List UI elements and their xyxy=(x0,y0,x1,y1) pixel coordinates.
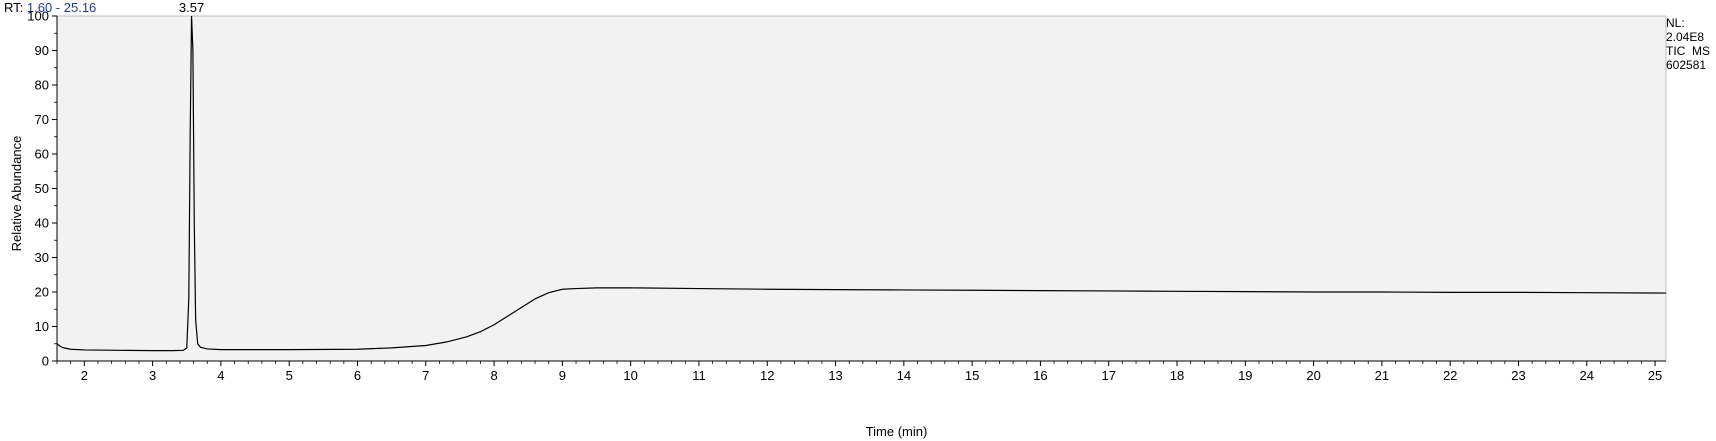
x-tick-label: 7 xyxy=(422,368,429,383)
x-tick-label: 16 xyxy=(1033,368,1047,383)
x-tick-label: 2 xyxy=(81,368,88,383)
x-axis-ticks: 2 3 4 5 6 7 8 9 10 11 12 13 14 15 16 17 18 19 20 21 22 23 24 25 xyxy=(56,361,1662,383)
y-tick-label: 90 xyxy=(35,43,49,58)
peak-annotations: 3.57 xyxy=(179,0,204,15)
x-tick-label: 18 xyxy=(1170,368,1184,383)
x-tick-label: 23 xyxy=(1511,368,1525,383)
trace-type: TIC MS xyxy=(1666,44,1710,58)
x-tick-label: 10 xyxy=(623,368,637,383)
nl-value: 2.04E8 xyxy=(1666,30,1705,44)
x-tick-label: 15 xyxy=(965,368,979,383)
x-tick-label: 19 xyxy=(1238,368,1252,383)
y-tick-label: 80 xyxy=(35,78,49,93)
x-tick-label: 20 xyxy=(1306,368,1320,383)
y-tick-label: 40 xyxy=(35,216,49,231)
y-tick-label: 20 xyxy=(35,285,49,300)
tic-trace-line xyxy=(56,15,1667,352)
x-tick-label: 3 xyxy=(149,368,156,383)
y-tick-label: 70 xyxy=(35,112,49,127)
x-tick-label: 9 xyxy=(559,368,566,383)
rt-key: RT: xyxy=(4,0,24,15)
rt-range-label: RT: 1.60 - 25.16 xyxy=(4,0,96,15)
y-tick-label: 10 xyxy=(35,319,49,334)
y-tick-label: 30 xyxy=(35,250,49,265)
peak-label: 3.57 xyxy=(179,0,204,15)
rt-range-value: 1.60 - 25.16 xyxy=(26,0,97,15)
x-tick-label: 25 xyxy=(1648,368,1662,383)
x-tick-label: 17 xyxy=(1101,368,1115,383)
y-tick-label: 60 xyxy=(35,147,49,162)
y-tick-label: 100 xyxy=(27,9,49,24)
x-tick-label: 13 xyxy=(828,368,842,383)
x-tick-label: 12 xyxy=(760,368,774,383)
nl-label: NL: xyxy=(1666,16,1685,30)
x-axis-title: Time (min) xyxy=(866,424,928,439)
x-tick-label: 22 xyxy=(1443,368,1457,383)
x-tick-label: 14 xyxy=(897,368,911,383)
info-panel: NL: 2.04E8 TIC MS 602581 xyxy=(1666,16,1710,72)
x-tick-label: 11 xyxy=(692,368,706,383)
y-tick-label: 50 xyxy=(35,181,49,196)
plot-area xyxy=(56,15,1667,362)
x-tick-label: 5 xyxy=(286,368,293,383)
y-axis-ticks: 0 10 20 30 40 50 60 70 80 90 100 xyxy=(27,9,57,369)
x-tick-label: 4 xyxy=(217,368,224,383)
y-axis-title: Relative Abundance xyxy=(9,136,24,252)
x-tick-label: 21 xyxy=(1375,368,1389,383)
y-tick-label: 0 xyxy=(42,354,49,369)
sample-id: 602581 xyxy=(1666,58,1707,72)
x-tick-label: 6 xyxy=(354,368,361,383)
x-tick-label: 8 xyxy=(490,368,497,383)
x-tick-label: 24 xyxy=(1580,368,1594,383)
